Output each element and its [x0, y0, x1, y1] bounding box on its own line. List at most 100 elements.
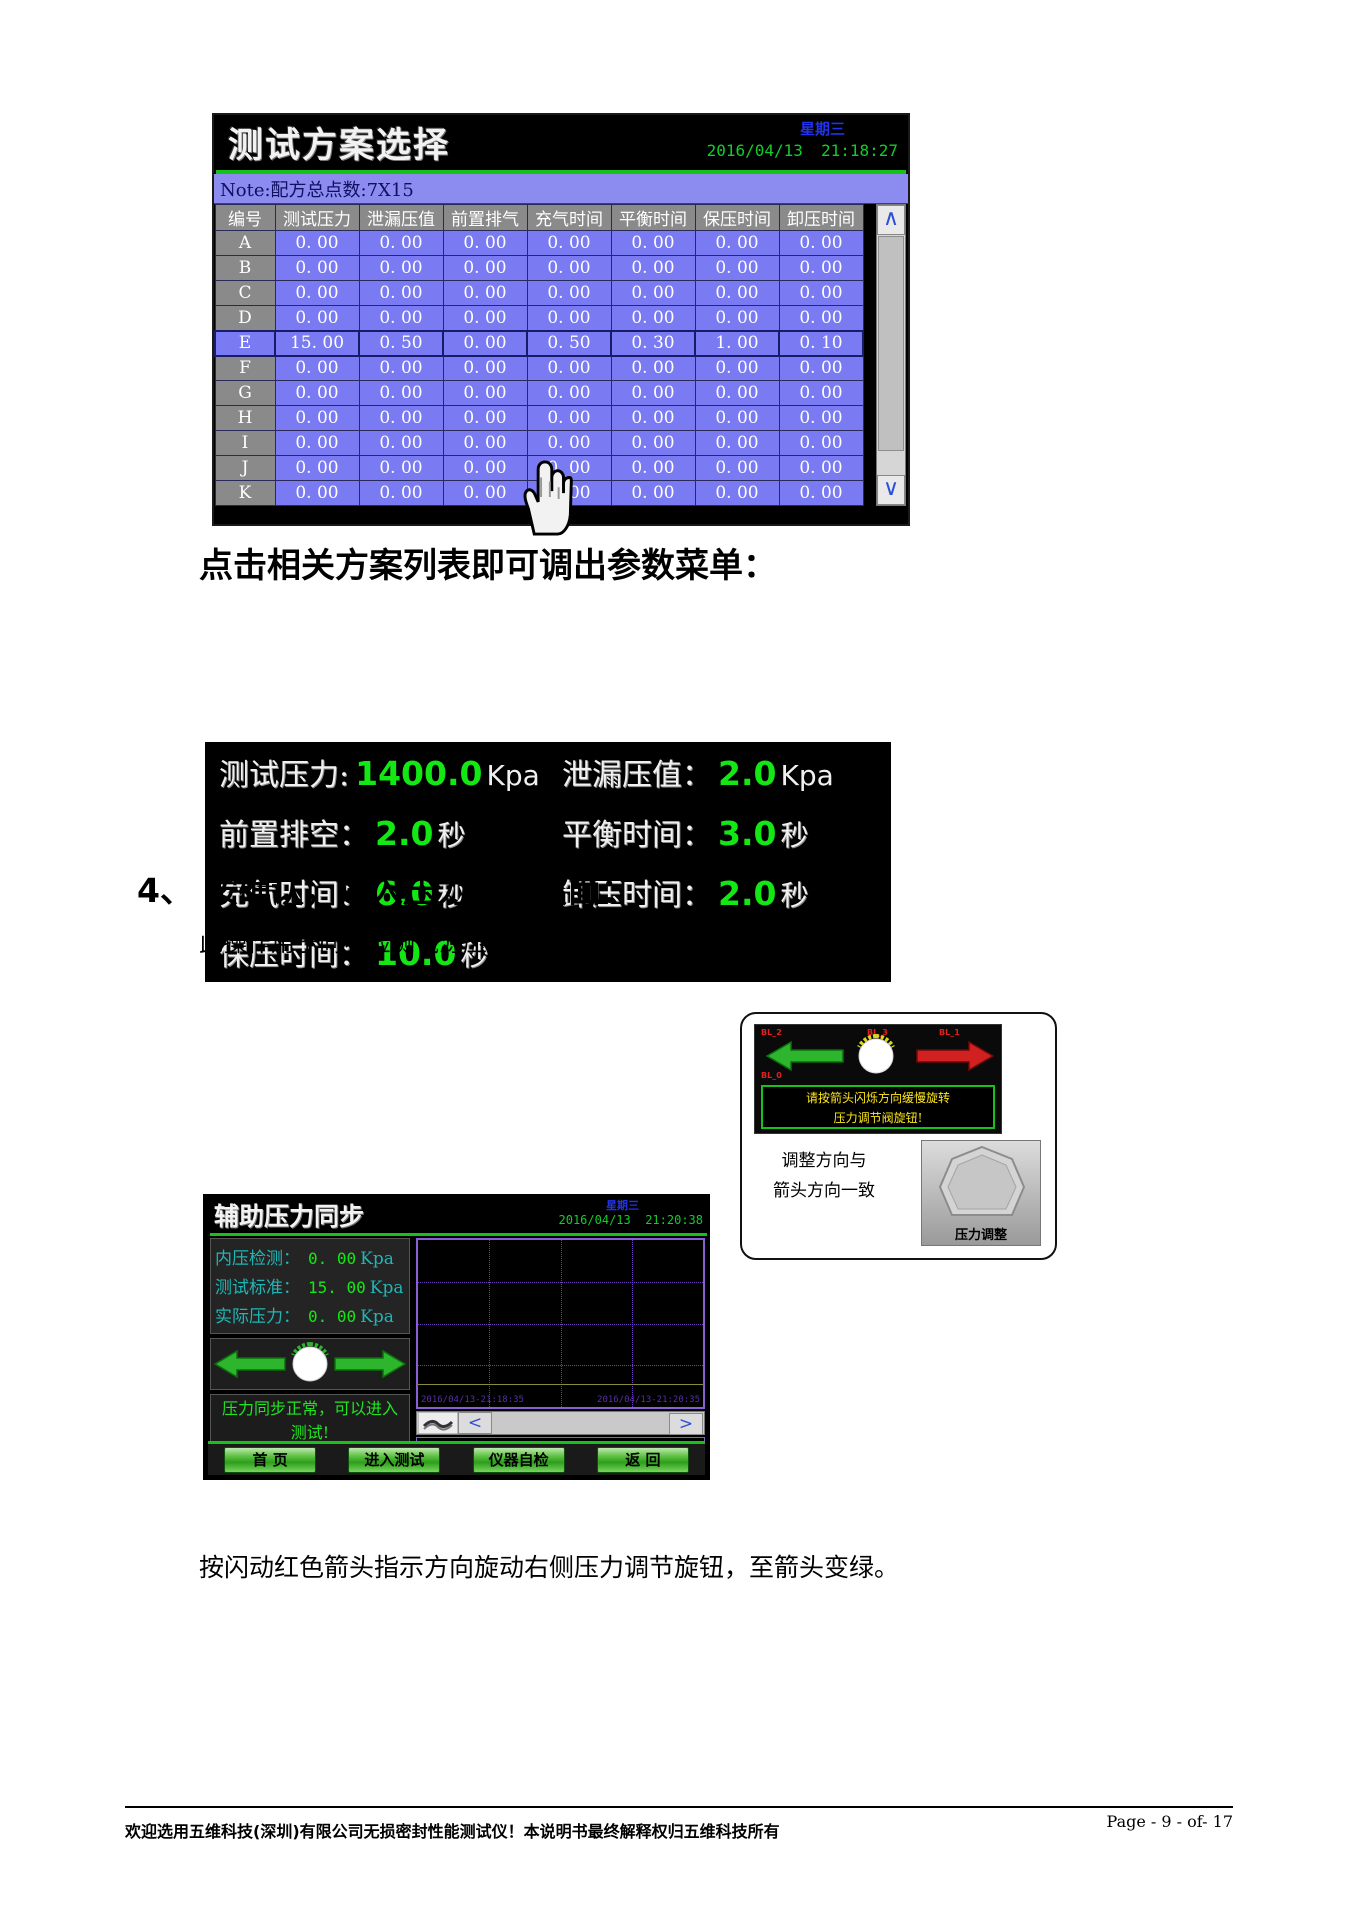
plan-row-B[interactable]: B 0. 00 0. 00 0. 00 0. 00 0. 00 0. 00 0. 00: [214, 255, 864, 281]
plan-cell[interactable]: 0. 00: [694, 230, 780, 256]
plan-cell[interactable]: 0. 00: [526, 305, 612, 331]
plan-cell[interactable]: 0. 00: [610, 380, 696, 406]
rotary-knob-icon[interactable]: [287, 1341, 333, 1387]
plan-row-D[interactable]: D 0. 00 0. 00 0. 00 0. 00 0. 00 0. 00 0. 00: [214, 305, 864, 331]
plan-cell[interactable]: 0. 00: [358, 255, 444, 281]
plan-cell[interactable]: 0. 00: [442, 355, 528, 381]
plan-cell[interactable]: 0. 00: [274, 480, 360, 506]
plan-cell[interactable]: 0. 00: [442, 455, 528, 481]
plan-cell[interactable]: 0. 00: [358, 280, 444, 306]
plan-cell[interactable]: 0. 00: [694, 480, 780, 506]
plan-cell[interactable]: 0. 00: [442, 405, 528, 431]
plan-row-F[interactable]: F 0. 00 0. 00 0. 00 0. 00 0. 00 0. 00 0. 00: [214, 355, 864, 381]
plan-cell[interactable]: 0. 00: [274, 230, 360, 256]
screen2-button-0[interactable]: 首 页: [224, 1446, 317, 1473]
plan-cell[interactable]: 0. 00: [778, 480, 864, 506]
plan-cell[interactable]: 0. 00: [778, 455, 864, 481]
plan-row-A[interactable]: A 0. 00 0. 00 0. 00 0. 00 0. 00 0. 00 0. 00: [214, 230, 864, 256]
plan-cell[interactable]: 0. 00: [274, 380, 360, 406]
plan-cell[interactable]: 0. 00: [442, 305, 528, 331]
plan-cell[interactable]: 0. 00: [442, 480, 528, 506]
screen2-button-2[interactable]: 仪器自检: [472, 1446, 565, 1473]
plan-row-H[interactable]: H 0. 00 0. 00 0. 00 0. 00 0. 00 0. 00 0. 00: [214, 405, 864, 431]
plan-cell[interactable]: 0. 00: [442, 255, 528, 281]
plan-row-I[interactable]: I 0. 00 0. 00 0. 00 0. 00 0. 00 0. 00 0. 00: [214, 430, 864, 456]
plan-cell[interactable]: 0. 00: [778, 305, 864, 331]
screen2-button-1[interactable]: 进入测试: [348, 1446, 441, 1473]
plan-cell[interactable]: 0. 00: [610, 230, 696, 256]
plan-cell[interactable]: 0. 00: [778, 255, 864, 281]
plan-cell[interactable]: 0. 00: [778, 355, 864, 381]
plan-cell[interactable]: 0. 00: [526, 380, 612, 406]
plan-cell[interactable]: 0. 00: [610, 355, 696, 381]
plan-row-C[interactable]: C 0. 00 0. 00 0. 00 0. 00 0. 00 0. 00 0. 00: [214, 280, 864, 306]
plan-cell[interactable]: 0. 00: [274, 255, 360, 281]
plan-cell[interactable]: 0. 00: [526, 280, 612, 306]
plan-row-E[interactable]: E 15. 00 0. 50 0. 00 0. 50 0. 30 1. 00 0. 10: [214, 329, 864, 357]
plan-cell[interactable]: 0. 00: [358, 430, 444, 456]
plan-cell[interactable]: 0. 00: [358, 230, 444, 256]
plan-row-G[interactable]: G 0. 00 0. 00 0. 00 0. 00 0. 00 0. 00 0. 00: [214, 380, 864, 406]
plan-cell[interactable]: 0. 50: [358, 329, 444, 357]
scroll-up-arrow-icon[interactable]: ∧: [877, 205, 905, 235]
plan-cell[interactable]: 0. 00: [274, 305, 360, 331]
plan-cell[interactable]: 0. 00: [442, 280, 528, 306]
plan-cell[interactable]: 0. 00: [274, 455, 360, 481]
plan-cell[interactable]: 0. 00: [274, 280, 360, 306]
plan-cell[interactable]: 0. 00: [358, 380, 444, 406]
plan-row-K[interactable]: K0. 000. 000. 000. 000. 000. 000. 00: [214, 480, 864, 506]
plan-cell[interactable]: 0. 00: [694, 355, 780, 381]
plan-cell[interactable]: 0. 00: [610, 405, 696, 431]
plan-cell[interactable]: 0. 30: [610, 329, 696, 357]
plan-cell[interactable]: 0. 50: [526, 329, 612, 357]
plan-cell[interactable]: 1. 00: [694, 329, 780, 357]
plan-cell[interactable]: 0. 00: [358, 405, 444, 431]
plan-cell[interactable]: 0. 00: [778, 380, 864, 406]
scrollbar-thumb[interactable]: [878, 236, 904, 451]
plan-table-scrollbar[interactable]: ∧ ∨: [876, 204, 906, 506]
plan-cell[interactable]: 0. 00: [778, 430, 864, 456]
plan-cell[interactable]: 0. 00: [694, 380, 780, 406]
plan-cell[interactable]: 0. 00: [526, 255, 612, 281]
plan-cell[interactable]: 0. 00: [778, 230, 864, 256]
plan-cell[interactable]: 0. 00: [442, 380, 528, 406]
chart-scroll-left-button[interactable]: <: [458, 1412, 492, 1434]
plan-cell[interactable]: 0. 00: [694, 405, 780, 431]
plan-cell[interactable]: 0. 00: [610, 280, 696, 306]
plan-cell[interactable]: 0. 00: [778, 280, 864, 306]
plan-cell[interactable]: 0. 00: [610, 255, 696, 281]
plan-cell[interactable]: 0. 00: [442, 230, 528, 256]
left-arrow-icon[interactable]: [213, 1347, 287, 1381]
plan-cell[interactable]: 0. 00: [694, 305, 780, 331]
plan-cell[interactable]: 15. 00: [274, 329, 360, 357]
chart-scroll-right-button[interactable]: >: [669, 1413, 703, 1435]
plan-cell[interactable]: 0. 00: [526, 355, 612, 381]
plan-cell[interactable]: 0. 00: [610, 430, 696, 456]
plan-cell[interactable]: 0. 00: [274, 405, 360, 431]
plan-cell[interactable]: 0. 10: [778, 329, 864, 357]
chart-tool-icon[interactable]: [418, 1412, 458, 1434]
plan-cell[interactable]: 0. 00: [358, 480, 444, 506]
plan-cell[interactable]: 0. 00: [694, 255, 780, 281]
plan-cell[interactable]: 0. 00: [442, 430, 528, 456]
plan-cell[interactable]: 0. 00: [442, 329, 528, 357]
scroll-down-arrow-icon[interactable]: ∨: [877, 475, 905, 505]
plan-cell[interactable]: 0. 00: [358, 305, 444, 331]
plan-cell[interactable]: 0. 00: [526, 230, 612, 256]
plan-cell[interactable]: 0. 00: [358, 355, 444, 381]
plan-cell[interactable]: 0. 00: [274, 430, 360, 456]
plan-cell[interactable]: 0. 00: [778, 405, 864, 431]
chart-horizontal-scrollbar[interactable]: < >: [416, 1411, 705, 1435]
plan-cell[interactable]: 0. 00: [274, 355, 360, 381]
plan-cell[interactable]: 0. 00: [694, 280, 780, 306]
plan-cell[interactable]: 0. 00: [526, 405, 612, 431]
plan-cell[interactable]: 0. 00: [358, 455, 444, 481]
plan-cell[interactable]: 0. 00: [694, 430, 780, 456]
plan-table[interactable]: 编号 测试压力 泄漏压值 前置排气 充气时间 平衡时间 保压时间 卸压时间 A 0. 00 0. …: [214, 204, 864, 506]
plan-row-J[interactable]: J 0. 00 0. 00 0. 00 0. 00 0. 00 0. 00 0. 00: [214, 455, 864, 481]
plan-cell[interactable]: 0. 00: [610, 305, 696, 331]
plan-cell[interactable]: 0. 00: [610, 480, 696, 506]
screen2-button-3[interactable]: 返 回: [596, 1446, 689, 1473]
plan-cell[interactable]: 0. 00: [526, 430, 612, 456]
plan-cell[interactable]: 0. 00: [694, 455, 780, 481]
